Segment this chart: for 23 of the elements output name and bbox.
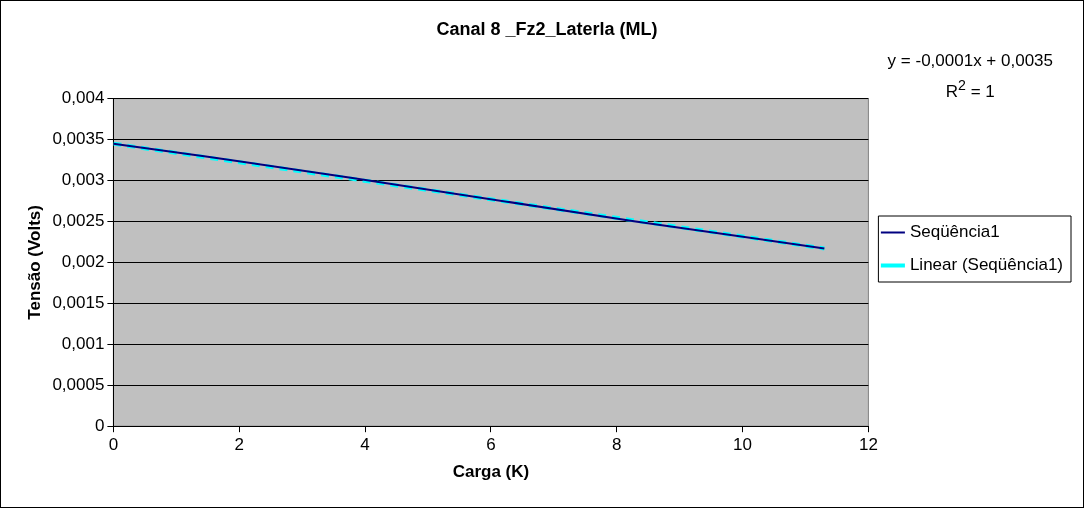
y-tick-label: 0,0035 — [52, 129, 105, 149]
x-tick-label: 4 — [360, 435, 370, 455]
x-tick-label: 8 — [612, 435, 622, 455]
x-tick-label: 0 — [108, 435, 119, 455]
y-tick-label: 0,003 — [61, 170, 105, 190]
x-tick-label: 6 — [486, 435, 496, 455]
x-tick-label: 12 — [858, 435, 878, 455]
y-tick-label: 0,002 — [61, 252, 105, 272]
text: y = -0,0001x + 0,0035 — [887, 50, 1053, 72]
x-tick-label: 2 — [234, 435, 244, 455]
y-tick-label: 0,0015 — [52, 293, 105, 313]
x-tick-label: 10 — [733, 435, 753, 455]
y-tick-label: 0,0005 — [52, 374, 105, 394]
y-axis-title: Tensão (Volts) — [24, 205, 44, 320]
y-tick-label: 0 — [94, 415, 105, 435]
y-tick-label: 0,001 — [61, 333, 105, 353]
y-tick-label: 0,004 — [61, 88, 105, 108]
chart-title: Canal 8 _Fz2_Laterla (ML) — [436, 18, 658, 39]
text: R$^{2}$ = 1 — [944, 76, 996, 103]
x-axis-title: Carga (K) — [452, 462, 530, 482]
legend-label: Seqüência1 — [909, 222, 1000, 242]
legend-label: Linear (Seqüência1) — [909, 255, 1064, 275]
y-tick-label: 0,0025 — [52, 211, 105, 231]
